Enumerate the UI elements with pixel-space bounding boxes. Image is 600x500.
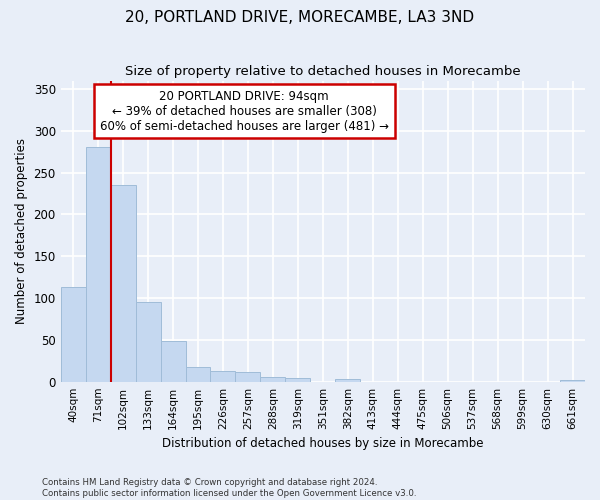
Text: 20 PORTLAND DRIVE: 94sqm
← 39% of detached houses are smaller (308)
60% of semi-: 20 PORTLAND DRIVE: 94sqm ← 39% of detach… [100, 90, 389, 132]
Title: Size of property relative to detached houses in Morecambe: Size of property relative to detached ho… [125, 65, 521, 78]
Bar [335, 379, 360, 382]
Bar [286, 378, 310, 382]
Bar [235, 372, 260, 382]
Bar [110, 185, 136, 382]
Bar [185, 366, 211, 382]
Bar [86, 148, 110, 382]
Bar [211, 371, 235, 382]
Bar [61, 287, 86, 382]
X-axis label: Distribution of detached houses by size in Morecambe: Distribution of detached houses by size … [162, 437, 484, 450]
Text: Contains HM Land Registry data © Crown copyright and database right 2024.
Contai: Contains HM Land Registry data © Crown c… [42, 478, 416, 498]
Y-axis label: Number of detached properties: Number of detached properties [15, 138, 28, 324]
Bar [260, 378, 286, 382]
Bar [560, 380, 585, 382]
Text: 20, PORTLAND DRIVE, MORECAMBE, LA3 3ND: 20, PORTLAND DRIVE, MORECAMBE, LA3 3ND [125, 10, 475, 25]
Bar [161, 340, 185, 382]
Bar [136, 302, 161, 382]
